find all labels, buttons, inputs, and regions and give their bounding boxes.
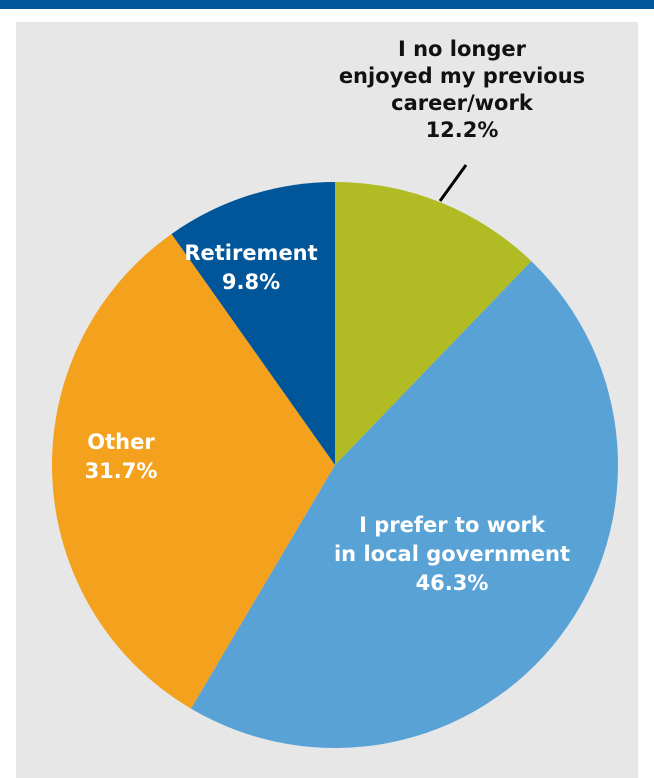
slice-label-line: Retirement bbox=[184, 241, 317, 265]
pie-slice-other bbox=[52, 233, 335, 709]
slice-value-label: 31.7% bbox=[85, 459, 158, 483]
pie-slice-no-longer-enjoyed bbox=[335, 182, 532, 465]
pie-slice-retirement bbox=[171, 182, 335, 465]
slice-label-line: career/work bbox=[391, 91, 534, 115]
slice-label-line: Other bbox=[87, 430, 155, 454]
slice-label-line: I prefer to work bbox=[359, 513, 546, 537]
slice-label-line: in local government bbox=[334, 542, 570, 566]
slice-label-prefer-local-government: I prefer to work in local government 46.3% bbox=[334, 513, 570, 595]
slice-label-other: Other 31.7% bbox=[85, 430, 158, 483]
pie-leader-lines bbox=[438, 164, 468, 202]
top-accent-rule bbox=[0, 0, 654, 9]
slice-value-label: 12.2% bbox=[426, 118, 499, 142]
pie-labels: I no longer enjoyed my previous career/wor… bbox=[85, 37, 586, 595]
slice-value-label: 9.8% bbox=[222, 270, 280, 294]
slice-label-retirement: Retirement 9.8% bbox=[184, 241, 317, 294]
pie-slices bbox=[52, 182, 618, 748]
slice-label-line: I no longer bbox=[398, 37, 527, 61]
pie-slice-prefer-local-government bbox=[190, 261, 618, 748]
slice-label-line: enjoyed my previous bbox=[339, 64, 585, 88]
slice-label-no-longer-enjoyed: I no longer enjoyed my previous career/wor… bbox=[339, 37, 585, 142]
leader-line-no-longer-enjoyed bbox=[438, 164, 468, 202]
slice-value-label: 46.3% bbox=[416, 571, 489, 595]
